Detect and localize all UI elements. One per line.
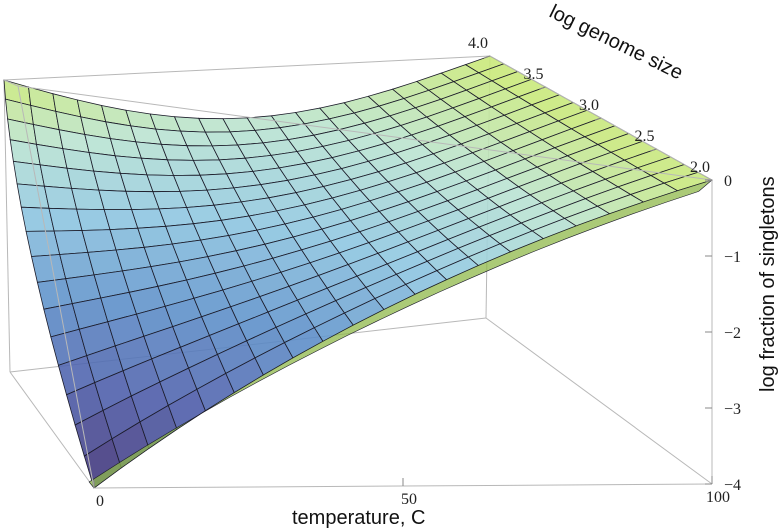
z-tick-label: −3 xyxy=(724,401,741,418)
y-tick-mark xyxy=(650,148,657,152)
y-tick-label: 3.0 xyxy=(579,97,599,114)
z-tick-label: 0 xyxy=(724,173,732,190)
x-axis-label: temperature, C xyxy=(292,507,425,528)
y-tick-mark xyxy=(594,117,602,121)
y-tick-label: 4.0 xyxy=(468,35,488,52)
y-axis-ticks: 2.0 2.5 3.0 3.5 4.0 xyxy=(468,35,713,183)
surface-underside xyxy=(88,179,713,489)
z-tick-label: −4 xyxy=(724,477,741,494)
surface-patch xyxy=(16,183,50,209)
x-tick-label: 0 xyxy=(96,493,104,510)
y-tick-label: 2.0 xyxy=(690,159,710,176)
box-edge-front xyxy=(17,85,95,489)
x-tick-label: 100 xyxy=(706,489,730,506)
z-tick-label: −2 xyxy=(724,325,741,342)
z-axis-ticks: 0 −1 −2 −3 −4 xyxy=(705,173,741,494)
box-edge-back xyxy=(3,55,491,81)
box-edge-back xyxy=(3,79,11,373)
box-edge-back xyxy=(485,317,713,485)
y-tick-mark xyxy=(705,179,713,183)
y-tick-label: 2.5 xyxy=(635,128,655,145)
y-tick-mark xyxy=(539,86,546,90)
surface-patch xyxy=(12,160,45,187)
x-tick-label: 50 xyxy=(401,491,417,508)
y-axis-label: log genome size xyxy=(546,1,687,85)
y-tick-mark xyxy=(483,55,491,59)
x-axis-ticks: 0 50 100 xyxy=(93,476,730,510)
y-tick-label: 3.5 xyxy=(524,66,544,83)
surface-mesh xyxy=(3,55,714,489)
box-edge-front xyxy=(3,79,19,87)
box-edge-back xyxy=(9,371,95,489)
z-tick-label: −1 xyxy=(724,249,741,266)
z-axis-label: log fraction of singletons xyxy=(757,176,779,392)
box-edge-front xyxy=(17,85,713,181)
